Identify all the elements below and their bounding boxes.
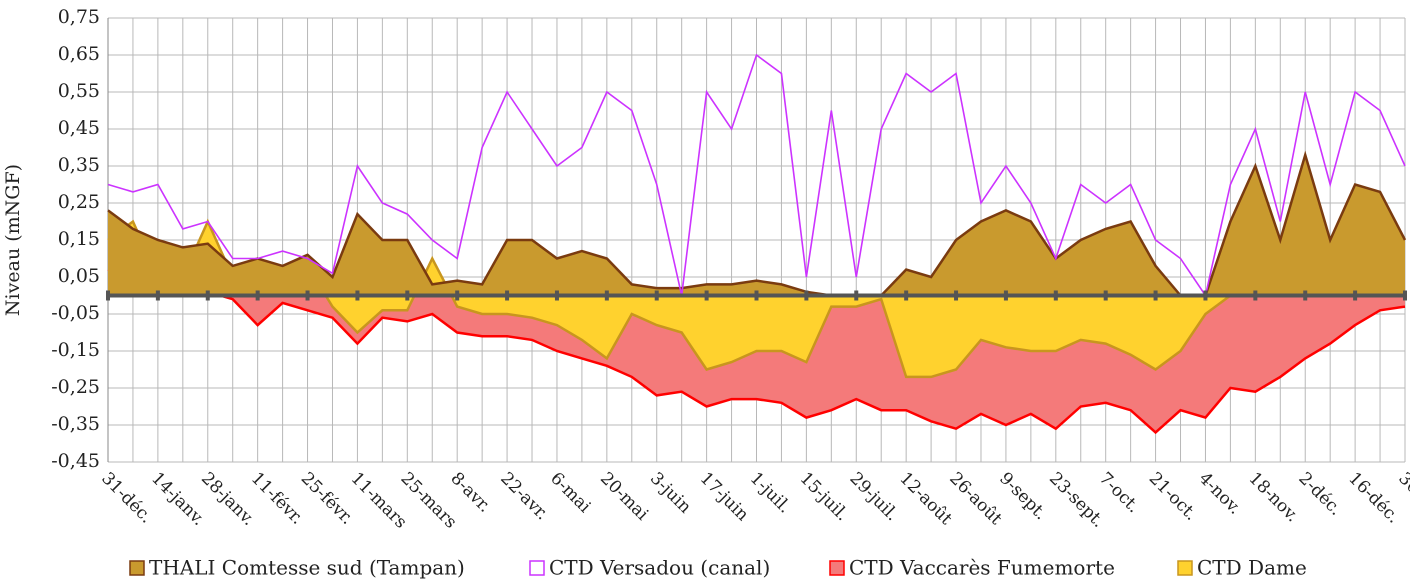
x-tick-label: 25-févr. xyxy=(297,469,357,529)
y-tick-label: -0,25 xyxy=(51,376,100,398)
x-axis-tick xyxy=(305,290,310,301)
x-axis-tick xyxy=(1303,290,1308,301)
x-axis-tick xyxy=(604,290,609,301)
x-tick-label: 1-juil. xyxy=(746,469,795,518)
line xyxy=(107,53,1406,298)
x-axis-tick xyxy=(554,290,559,301)
legend-item: CTD Dame xyxy=(1177,556,1307,580)
x-tick-label: 14-janv. xyxy=(147,469,208,530)
legend-item: CTD Vaccarès Fumemorte xyxy=(829,556,1115,580)
x-tick-label: 11-févr. xyxy=(247,469,307,529)
x-axis-tick xyxy=(1353,290,1358,301)
y-tick-label: -0,45 xyxy=(51,450,100,472)
x-tick-label: 31-déc. xyxy=(97,469,156,528)
x-axis-tick xyxy=(1053,290,1058,301)
y-tick-label: 0,65 xyxy=(58,43,100,65)
x-tick-label: 21-oct. xyxy=(1145,469,1201,525)
x-tick-label: 12-août xyxy=(895,469,956,530)
x-tick-label: 7-oct. xyxy=(1095,469,1143,517)
x-axis-tick xyxy=(954,290,959,301)
x-tick-label: 22-avr. xyxy=(496,469,552,525)
legend-label: CTD Vaccarès Fumemorte xyxy=(849,556,1115,580)
legend-item: CTD Versadou (canal) xyxy=(529,556,770,580)
x-axis-tick xyxy=(255,290,260,301)
y-tick-label: 0,05 xyxy=(58,265,100,287)
legend-swatch xyxy=(129,560,145,576)
y-tick-label: 0,45 xyxy=(58,117,100,139)
x-axis-tick xyxy=(704,290,709,301)
x-tick-label: 16-déc. xyxy=(1344,469,1403,528)
x-axis-tick xyxy=(106,290,110,301)
x-tick-label: 18-nov. xyxy=(1245,469,1303,527)
legend-swatch xyxy=(829,560,845,576)
x-tick-label: 3-juin xyxy=(646,469,695,518)
x-axis-tick xyxy=(1253,290,1258,301)
x-axis-tick xyxy=(654,290,659,301)
y-tick-label: -0,15 xyxy=(51,339,100,361)
x-axis-tick xyxy=(754,290,759,301)
x-axis-tick xyxy=(1203,290,1208,301)
y-tick-label: -0,05 xyxy=(51,302,100,324)
x-axis-tick xyxy=(455,290,460,301)
x-axis-tick xyxy=(1153,290,1158,301)
x-axis-tick xyxy=(854,290,859,301)
legend-label: CTD Dame xyxy=(1197,556,1307,580)
legend-swatch xyxy=(1177,560,1193,576)
x-axis-tick xyxy=(355,290,360,301)
x-tick-label: 8-avr. xyxy=(446,469,494,517)
y-tick-label: 0,25 xyxy=(58,191,100,213)
x-tick-label: 20-mai xyxy=(596,469,652,525)
y-tick-label: 0,15 xyxy=(58,228,100,250)
y-tick-label: 0,75 xyxy=(58,6,100,28)
x-tick-label: 28-janv. xyxy=(197,469,258,530)
x-axis-tick xyxy=(804,290,809,301)
legend-swatch xyxy=(529,560,545,576)
legend-label: CTD Versadou (canal) xyxy=(549,556,770,580)
x-tick-label: 17-juin xyxy=(696,469,753,526)
y-tick-label: 0,35 xyxy=(58,154,100,176)
x-tick-label: 4-nov. xyxy=(1195,469,1245,519)
x-axis-tick xyxy=(155,290,160,301)
x-tick-label: 26-août xyxy=(945,469,1006,530)
x-axis-tick xyxy=(505,290,510,301)
x-axis-tick xyxy=(1003,290,1008,301)
x-axis-tick xyxy=(1403,290,1407,301)
legend-label: THALI Comtesse sud (Tampan) xyxy=(149,556,465,580)
x-tick-label: 29-juil. xyxy=(846,469,902,525)
x-axis-tick xyxy=(205,290,210,301)
y-tick-label: -0,35 xyxy=(51,413,100,435)
x-axis-tick xyxy=(904,290,909,301)
x-tick-label: 6-mai xyxy=(546,469,595,518)
area xyxy=(108,154,1405,296)
x-tick-label: 15-juil. xyxy=(796,469,852,525)
x-axis-tick xyxy=(1103,290,1108,301)
x-axis-tick xyxy=(405,290,410,301)
y-tick-label: 0,55 xyxy=(58,80,100,102)
area-outline xyxy=(107,268,1406,435)
legend-item: THALI Comtesse sud (Tampan) xyxy=(129,556,465,580)
y-axis-label: Niveau (mNGF) xyxy=(2,164,24,316)
